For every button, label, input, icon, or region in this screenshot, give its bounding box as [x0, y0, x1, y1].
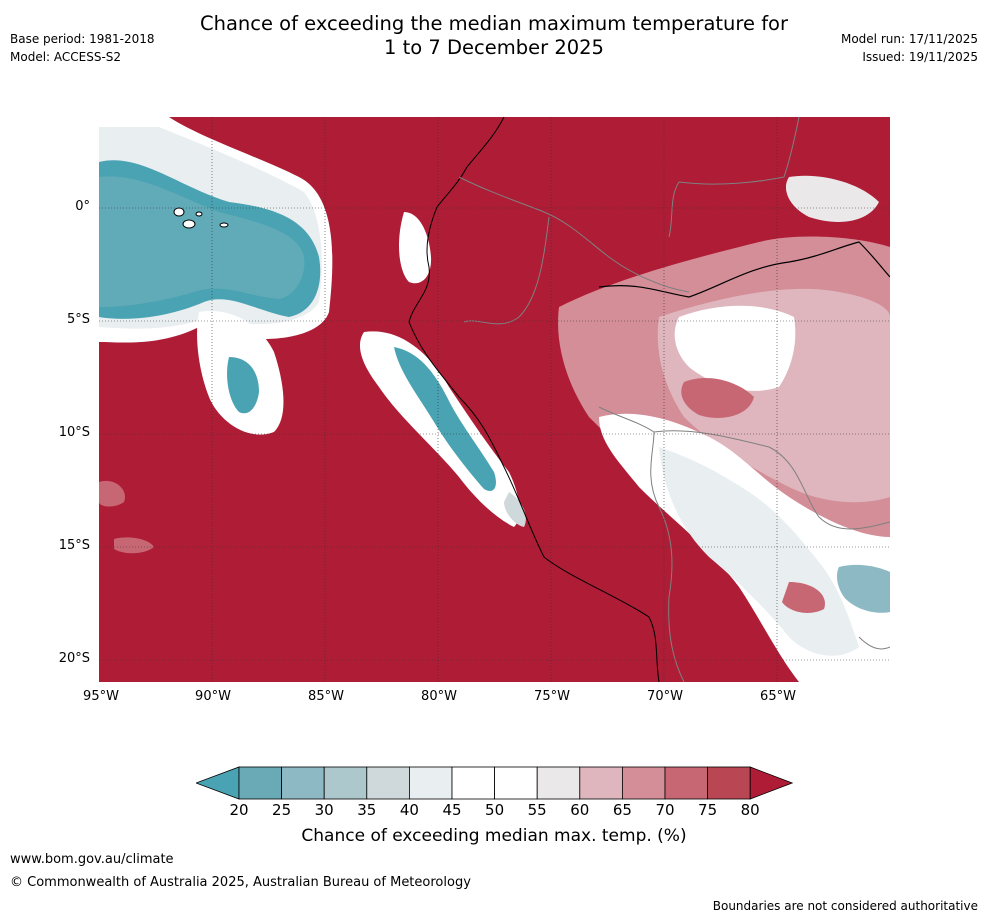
- lon-label: 65°W: [760, 689, 796, 704]
- colorbar-tick-label: 30: [314, 801, 334, 819]
- colorbar-tick-label: 20: [229, 801, 249, 819]
- galapagos-islands: [173, 207, 229, 229]
- island: [195, 211, 203, 217]
- colorbar-tick-label: 55: [527, 801, 547, 819]
- colorbar: [196, 766, 794, 800]
- colorbar-segment: [451, 766, 495, 800]
- lat-label: 20°S: [58, 651, 90, 666]
- coast-blue-strip: [394, 347, 496, 492]
- lat-label: 15°S: [58, 538, 90, 553]
- border-line: [668, 117, 800, 238]
- bolivia-red-patch: [681, 377, 754, 418]
- border-line: [463, 216, 550, 325]
- lat-label: 5°S: [66, 312, 90, 327]
- model-name: Model: ACCESS-S2: [10, 50, 122, 64]
- colorbar-segments: [196, 766, 794, 800]
- meta-right: Model run: 17/11/2025 Issued: 19/11/2025: [841, 30, 978, 66]
- paraguay-blue-patch: [836, 564, 890, 613]
- meta-left: Base period: 1981-2018 Model: ACCESS-S2: [10, 30, 155, 66]
- issued-date: Issued: 19/11/2025: [862, 50, 978, 64]
- west-loop-blue: [227, 357, 259, 414]
- colorbar-arrow-low: [196, 766, 240, 800]
- coastline: [408, 117, 660, 682]
- colorbar-tick-label: 65: [612, 801, 632, 819]
- colorbar-arrow-high: [749, 766, 794, 800]
- lon-label: 80°W: [421, 689, 457, 704]
- sw-pink-patch-2: [114, 537, 154, 554]
- title-line-2: 1 to 7 December 2025: [384, 36, 604, 59]
- nw-blue-inner-band: [99, 176, 305, 307]
- colorbar-segment: [707, 766, 751, 800]
- colorbar-segment: [664, 766, 708, 800]
- colorbar-label: Chance of exceeding median max. temp. (%…: [301, 826, 687, 846]
- lon-label: 70°W: [647, 689, 683, 704]
- coast-light-patch: [504, 492, 526, 527]
- colorbar-segment: [408, 766, 453, 800]
- border-line: [858, 636, 890, 650]
- colorbar-segment: [238, 766, 282, 800]
- forecast-map: [99, 117, 890, 682]
- island: [182, 219, 196, 229]
- colorbar-tick-label: 80: [740, 801, 760, 819]
- footer-disclaimer: Boundaries are not considered authoritat…: [712, 899, 978, 913]
- colorbar-tick-label: 60: [570, 801, 590, 819]
- bolivia-red-patch-2: [782, 582, 825, 613]
- colorbar-segment: [494, 766, 538, 800]
- colorbar-segment: [579, 766, 623, 800]
- border-line: [458, 176, 690, 293]
- lon-label: 85°W: [308, 689, 344, 704]
- nw-blue-area: [99, 160, 321, 319]
- colorbar-tick-label: 50: [485, 801, 505, 819]
- lat-label: 0°: [75, 199, 90, 214]
- base-period: Base period: 1981-2018: [10, 32, 155, 46]
- colorbar-tick-label: 45: [442, 801, 462, 819]
- colorbar-tick-label: 35: [357, 801, 377, 819]
- amazon-white-region: [674, 305, 796, 391]
- amazon-river: [598, 241, 890, 298]
- island: [173, 207, 185, 217]
- gulf-white-patch: [398, 212, 432, 284]
- gridlines: [99, 117, 890, 682]
- title-line-1: Chance of exceeding the median maximum t…: [199, 12, 789, 35]
- chart-title: Chance of exceeding the median maximum t…: [0, 12, 988, 60]
- island: [219, 222, 229, 228]
- colorbar-segment: [281, 766, 325, 800]
- border-line: [598, 406, 685, 682]
- colorbar-tick-label: 40: [399, 801, 419, 819]
- border-line: [653, 430, 890, 530]
- lon-label: 90°W: [195, 689, 231, 704]
- country-borders: [458, 117, 890, 682]
- colorbar-segment: [536, 766, 581, 800]
- lat-label: 10°S: [58, 425, 90, 440]
- lon-label: 95°W: [83, 689, 119, 704]
- model-run: Model run: 17/11/2025: [840, 32, 978, 46]
- colorbar-segment: [366, 766, 410, 800]
- colorbar-segment: [323, 766, 368, 800]
- sw-pink-patch: [99, 480, 125, 507]
- colorbar-tick-label: 70: [655, 801, 675, 819]
- lon-label: 75°W: [534, 689, 570, 704]
- footer-copyright: © Commonwealth of Australia 2025, Austra…: [10, 875, 471, 890]
- footer-url[interactable]: www.bom.gov.au/climate: [10, 852, 174, 867]
- ne-pale-spot: [785, 175, 879, 222]
- colorbar-segment: [621, 766, 666, 800]
- colorbar-tick-label: 25: [272, 801, 292, 819]
- colorbar-tick-label: 75: [698, 801, 718, 819]
